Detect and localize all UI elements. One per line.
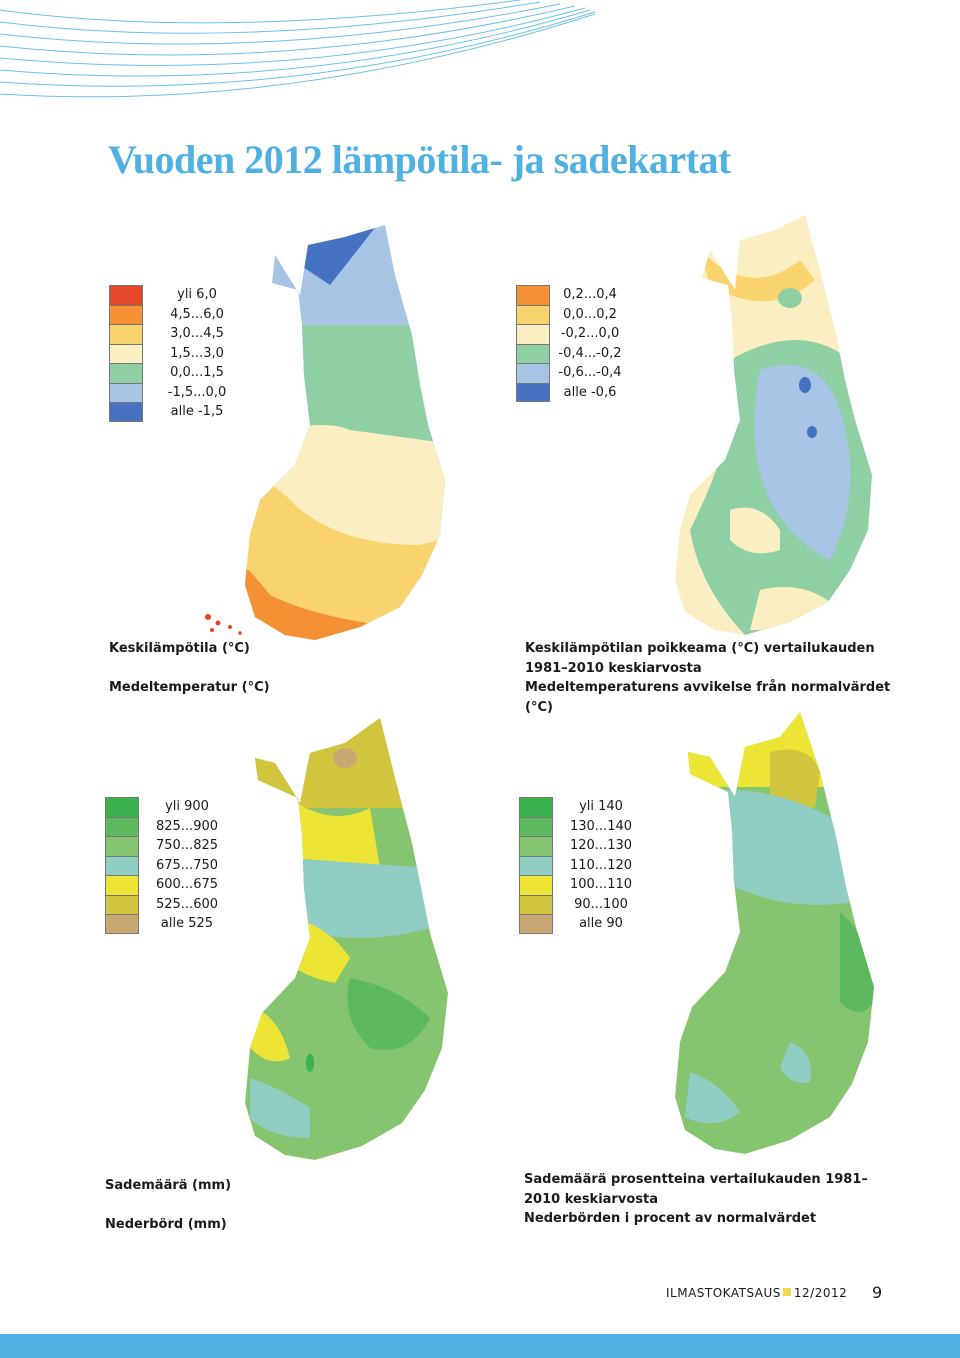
legend-swatch (105, 797, 139, 817)
legend-label: 1,5...3,0 (170, 345, 224, 361)
legend-swatch (516, 363, 550, 383)
legend-label: 0,0...0,2 (563, 306, 617, 322)
legend-label: yli 6,0 (177, 287, 217, 302)
legend-label: 3,0...4,5 (170, 326, 224, 341)
legend-swatch (109, 285, 143, 305)
legend-swatch (519, 836, 553, 856)
legend-label: 100...110 (569, 877, 633, 892)
publication-name: ILMASTOKATSAUS (666, 1286, 781, 1300)
legend-swatch (516, 324, 550, 344)
caption-line (105, 1196, 231, 1216)
legend-swatch (105, 875, 139, 895)
legend-swatch (516, 382, 550, 402)
legend-label: -0,6...-0,4 (558, 365, 622, 380)
caption-line: (°C) (525, 699, 553, 715)
legend-swatch (109, 324, 143, 344)
legend-swatch (519, 914, 553, 934)
legend-label: 525...600 (155, 896, 219, 912)
legend-swatch (109, 343, 143, 363)
legend-label: -0,4...-0,2 (558, 345, 622, 361)
legend-swatch (105, 914, 139, 934)
legend-swatch (109, 402, 143, 422)
legend-label: 675...750 (155, 857, 219, 873)
legend-swatch (516, 285, 550, 305)
map-precipitation-percent (675, 712, 874, 1154)
legend-label: alle -0,6 (563, 384, 617, 400)
legend-label: 825...900 (155, 818, 219, 834)
caption-line: Keskilämpötila (°C) (109, 641, 250, 656)
legend-label: 0,2...0,4 (563, 287, 617, 302)
legend-label: yli 140 (579, 799, 623, 814)
legend-label: 0,0...1,5 (170, 365, 224, 380)
bottom-bar (0, 1334, 960, 1358)
map-temperature (205, 225, 445, 640)
map-temperature-anomaly (675, 215, 872, 635)
issue-number: 12/2012 (793, 1286, 848, 1300)
legend-swatch (105, 894, 139, 914)
legend-swatch (109, 363, 143, 383)
caption-temperature-anomaly: Keskilämpötilan poikkeama (°C) vertailuk… (525, 639, 890, 717)
caption-line: 1981–2010 keskiarvosta (525, 660, 702, 676)
legend-label: 110...120 (569, 857, 633, 873)
caption-line: Keskilämpötilan poikkeama (°C) vertailuk… (525, 641, 875, 656)
legend-label: 120...130 (569, 838, 633, 853)
page-title: Vuoden 2012 lämpötila- ja sadekartat (108, 137, 731, 182)
legend-swatch (519, 894, 553, 914)
caption-line: Medeltemperatur (°C) (109, 680, 270, 695)
caption-line: Medeltemperaturens avvikelse från normal… (525, 680, 891, 695)
legend-label: 90...100 (574, 896, 628, 912)
legend-label: 4,5...6,0 (170, 306, 224, 322)
caption-temperature: Keskilämpötila (°C) Medeltemperatur (°C) (109, 639, 270, 698)
legend-swatch (519, 855, 553, 875)
legend-swatch (105, 836, 139, 856)
legend-swatch (105, 855, 139, 875)
legend-label: alle 90 (579, 916, 623, 931)
caption-line: 2010 keskiarvosta (524, 1191, 658, 1207)
caption-line: Sademäärä prosentteina vertailukauden 19… (524, 1172, 868, 1187)
legend-label: alle -1,5 (170, 404, 224, 419)
map-precipitation (245, 718, 448, 1160)
page-number: 9 (872, 1283, 883, 1302)
decorative-curves (0, 0, 596, 98)
legend-swatch (516, 343, 550, 363)
legend-label: alle 525 (160, 916, 214, 931)
legend-swatch (105, 816, 139, 836)
legend-label: 130...140 (569, 818, 633, 834)
legend-label: -0,2...0,0 (560, 326, 620, 341)
footer-publication: ILMASTOKATSAUS 12/2012 (666, 1286, 847, 1300)
legend-label: 750...825 (155, 838, 219, 853)
caption-line: Sademäärä (mm) (105, 1178, 232, 1193)
legend-swatch (519, 816, 553, 836)
legend-label: 600...675 (155, 877, 219, 892)
caption-line (109, 659, 270, 679)
legend-swatch (519, 797, 553, 817)
caption-line: Nederbörd (mm) (105, 1217, 227, 1232)
legend-swatch (109, 382, 143, 402)
legend-label: yli 900 (165, 799, 209, 814)
caption-precipitation: Sademäärä (mm) Nederbörd (mm) (105, 1176, 231, 1235)
legend-label: -1,5...0,0 (167, 384, 227, 400)
footer-square-icon (782, 1288, 791, 1296)
legend-swatch (516, 304, 550, 324)
legend-swatch (519, 875, 553, 895)
caption-precipitation-percent: Sademäärä prosentteina vertailukauden 19… (524, 1170, 868, 1229)
legend-swatch (109, 304, 143, 324)
caption-line: Nederbörden i procent av normalvärdet (524, 1211, 817, 1226)
